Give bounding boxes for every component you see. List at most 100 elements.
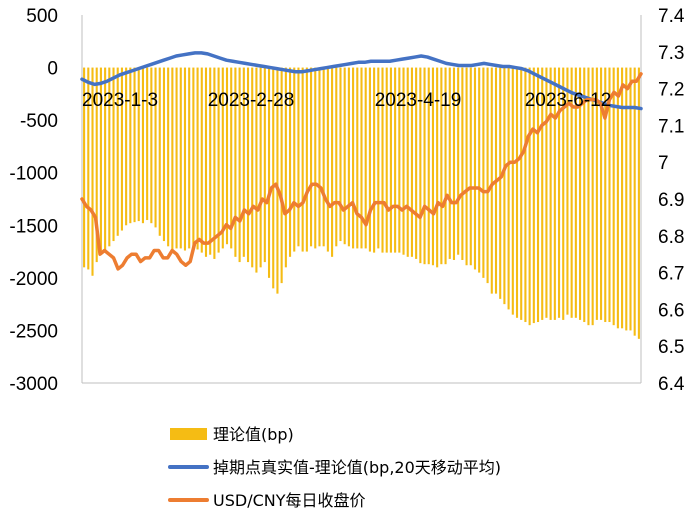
bar (536, 67, 540, 323)
bar (410, 67, 413, 257)
bar (310, 67, 313, 247)
bar (448, 67, 451, 259)
left-tick-label: -2500 (9, 321, 58, 342)
legend-label-usdcny-line: USD/CNY每日收盘价 (213, 491, 366, 510)
bar (545, 67, 548, 318)
bar (633, 67, 636, 336)
bar (280, 67, 283, 284)
bar (259, 67, 262, 268)
bar (612, 67, 615, 326)
bar (91, 67, 94, 276)
bar (625, 67, 628, 331)
bar (394, 67, 397, 253)
bar (242, 67, 245, 257)
bar (356, 67, 359, 249)
bar (196, 67, 199, 250)
bar (347, 67, 350, 247)
bar (444, 67, 447, 265)
bar (246, 67, 250, 263)
bar (305, 67, 308, 252)
bar (520, 67, 523, 320)
bar (587, 67, 590, 326)
bar (125, 67, 128, 226)
bar (318, 67, 321, 247)
bar (112, 67, 115, 242)
bar (499, 67, 502, 299)
bar (200, 67, 203, 253)
bar (322, 67, 325, 247)
bar (293, 67, 296, 252)
bar (146, 67, 149, 221)
bar (486, 67, 489, 284)
bar (289, 67, 292, 257)
right-tick-label: 7 (658, 153, 669, 174)
left-tick-label: -3000 (9, 374, 58, 395)
bar (541, 67, 544, 320)
category-labels: 2023-1-3 2023-2-28 2023-4-19 2023-6-12 (82, 90, 611, 111)
bar (368, 67, 371, 252)
bar (326, 67, 329, 252)
bar (167, 67, 170, 247)
bar (255, 67, 258, 273)
bar (553, 67, 556, 320)
bar (192, 67, 195, 247)
bar (83, 67, 86, 268)
bar (137, 67, 140, 222)
bar (104, 67, 107, 252)
usdcny-line (80, 72, 643, 271)
bar (188, 67, 191, 249)
bar (360, 67, 363, 249)
right-tick-label: 6.9 (658, 190, 684, 211)
bar (511, 67, 514, 315)
bar (431, 67, 434, 266)
bar (284, 67, 287, 268)
category-label: 2023-4-19 (375, 90, 462, 111)
legend: 理论值(bp) 掉期点真实值-理论值(bp,20天移动平均) USD/CNY每日… (168, 425, 501, 510)
right-tick-label: 7.1 (658, 116, 684, 137)
bar (436, 67, 439, 268)
bar (141, 67, 144, 224)
bar (87, 67, 90, 270)
bar (608, 67, 611, 323)
bar (116, 67, 119, 236)
bar (158, 67, 161, 236)
bar (154, 67, 157, 228)
bar (406, 67, 409, 257)
bar (629, 67, 632, 331)
bar (528, 67, 531, 326)
bar (562, 67, 565, 320)
bar (524, 67, 527, 323)
bar (209, 67, 212, 255)
left-tick-label: -2000 (9, 269, 58, 290)
bar (482, 67, 485, 278)
bar (402, 67, 405, 255)
bar (637, 67, 640, 339)
bar (570, 67, 573, 318)
bar (616, 67, 619, 329)
bar (452, 67, 456, 260)
bar (331, 67, 334, 257)
bar (179, 67, 182, 249)
right-tick-label: 6.7 (658, 264, 684, 285)
bar (267, 67, 271, 278)
bar (230, 67, 233, 249)
bar (314, 67, 317, 249)
right-tick-label: 6.8 (658, 227, 684, 248)
bar (503, 67, 506, 305)
left-tick-label: -1000 (9, 164, 58, 185)
bar (557, 67, 561, 318)
right-tick-label: 6.5 (658, 337, 684, 358)
bar (297, 67, 300, 247)
bar (595, 67, 598, 320)
bar (473, 67, 477, 270)
bar (398, 67, 401, 253)
left-tick-label: 500 (26, 6, 58, 27)
bar (301, 67, 304, 252)
bar (335, 67, 338, 247)
bar (99, 67, 102, 255)
bar (373, 67, 376, 253)
bar (272, 67, 275, 289)
bar (129, 67, 132, 224)
bar (515, 67, 519, 318)
